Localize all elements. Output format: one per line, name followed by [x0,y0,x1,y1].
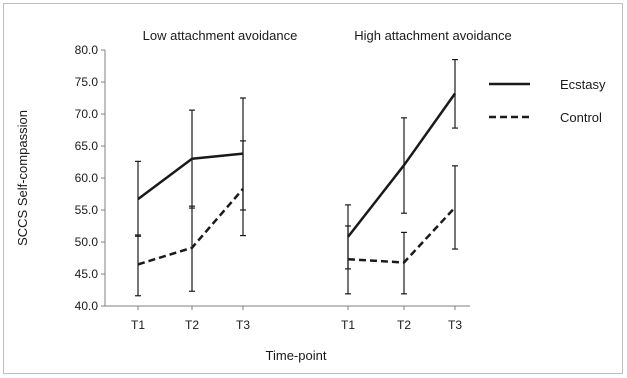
y-tick-label: 70.0 [75,107,99,121]
panel-title-low: Low attachment avoidance [143,28,298,43]
y-tick-label: 40.0 [75,299,99,313]
y-tick-label: 60.0 [75,171,99,185]
series-line-control [137,188,244,266]
x-tick-label: T1 [131,318,145,332]
legend-label-control: Control [560,110,602,125]
y-tick-label: 65.0 [75,139,99,153]
x-axis-title: Time-point [266,348,327,363]
y-tick-label: 45.0 [75,267,99,281]
legend-label-ecstasy: Ecstasy [560,77,606,92]
x-tick-label: T2 [397,318,411,332]
y-tick-label: 50.0 [75,235,99,249]
y-tick-label: 75.0 [75,75,99,89]
x-tick-label: T3 [448,318,462,332]
panel-title-high: High attachment avoidance [354,28,512,43]
legend: Ecstasy Control [489,77,606,125]
x-tick-label: T1 [341,318,355,332]
x-tick-label: T3 [236,318,250,332]
y-axis-title: SCCS Self-compassion [15,110,30,246]
series-line-ecstasy [137,152,244,201]
chart-frame [3,3,623,374]
y-tick-label: 55.0 [75,203,99,217]
x-tick-label: T2 [185,318,199,332]
plot-area: 40.0 45.0 50.0 55.0 60.0 65.0 70.0 75.0 80.0 T1 T2… [75,43,470,332]
y-tick-label: 80.0 [75,43,99,57]
series-line-ecstasy [347,92,457,238]
